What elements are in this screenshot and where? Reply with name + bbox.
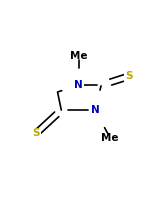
Text: N: N xyxy=(91,105,99,115)
Text: S: S xyxy=(125,71,133,81)
Text: N: N xyxy=(74,80,83,90)
Text: Me: Me xyxy=(70,51,88,61)
Text: Me: Me xyxy=(101,133,119,143)
Text: S: S xyxy=(33,128,40,138)
